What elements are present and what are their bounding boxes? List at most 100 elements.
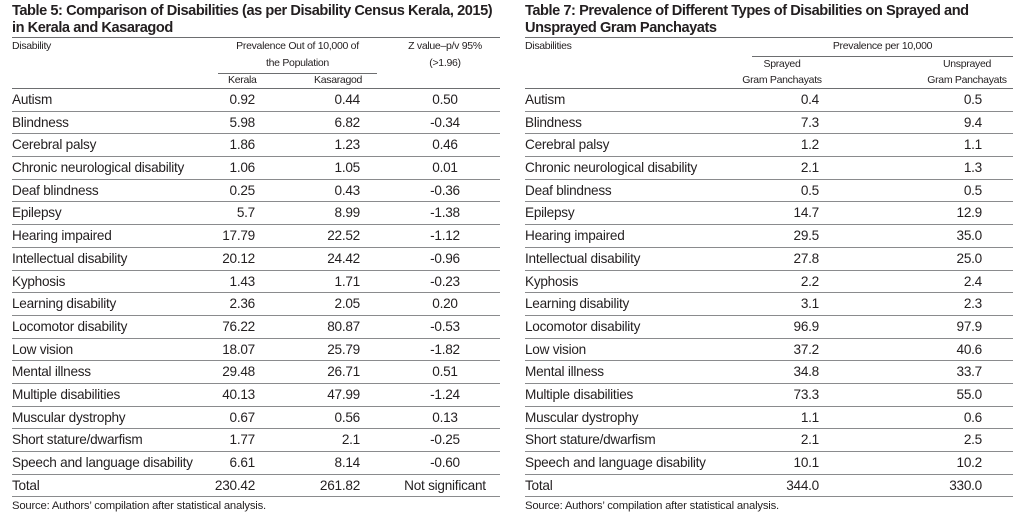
table-row: Intellectual disability 27.8 25.0 [525, 248, 1013, 271]
cell-disability: Kyphosis [12, 273, 66, 289]
cell-disability: Cerebral palsy [12, 137, 97, 153]
cell-disability: Intellectual disability [12, 250, 128, 266]
table-5-title-line-1: Table 5: Comparison of Disabilities (as … [12, 3, 493, 19]
cell-z-value: 0.46 [432, 137, 458, 153]
cell-unsprayed: 2.4 [963, 273, 982, 289]
cell-sprayed: 96.9 [793, 318, 820, 334]
cell-disability: Learning disability [525, 296, 630, 312]
cell-unsprayed: 0.5 [963, 92, 982, 107]
cell-disability: Deaf blindness [525, 182, 612, 198]
header-rule [12, 88, 500, 89]
cell-kasaragod: 6.82 [334, 114, 361, 130]
cell-kasaragod: 261.82 [319, 477, 360, 493]
cell-disability: Chronic neurological disability [525, 160, 698, 176]
table-row: Locomotor disability 96.9 97.9 [525, 316, 1013, 339]
table-7-title-line-2: Unsprayed Gram Panchayats [525, 20, 717, 36]
cell-sprayed: 3.1 [800, 296, 819, 312]
cell-kerala: 1.06 [229, 160, 256, 176]
table-row: Mental illness 29.48 26.71 0.51 [12, 361, 500, 384]
table-row: Chronic neurological disability 2.1 1.3 [525, 157, 1013, 180]
table-row: Muscular dystrophy 0.67 0.56 0.13 [12, 407, 500, 430]
cell-unsprayed: 9.4 [963, 114, 982, 130]
table-row: Total 230.42 261.82 Not significant [12, 475, 500, 498]
cell-sprayed: 0.4 [800, 92, 819, 107]
cell-kasaragod: 1.23 [334, 137, 361, 153]
table-7-title: Table 7: Prevalence of Different Types o… [525, 3, 969, 37]
cell-kasaragod: 22.52 [327, 228, 360, 244]
cell-sprayed: 2.2 [800, 273, 819, 289]
cell-unsprayed: 40.6 [956, 341, 983, 357]
header-sprayed-line-2: Gram Panchayats [742, 74, 822, 86]
table-row: Hearing impaired 17.79 22.52 -1.12 [12, 225, 500, 248]
cell-disability: Mental illness [12, 364, 91, 380]
table-row: Hearing impaired 29.5 35.0 [525, 225, 1013, 248]
cell-z-value: -0.25 [430, 432, 460, 448]
cell-kasaragod: 8.14 [334, 455, 361, 470]
cell-kasaragod: 80.87 [327, 318, 360, 334]
cell-kasaragod: 0.56 [334, 409, 361, 425]
cell-unsprayed: 33.7 [956, 364, 983, 380]
cell-kasaragod: 0.43 [334, 182, 361, 198]
header-unsprayed-line-2: Gram Panchayats [927, 74, 1007, 86]
cell-z-value: -1.82 [430, 341, 460, 357]
cell-z-value: -0.34 [430, 114, 460, 130]
cell-kerala: 1.77 [229, 432, 256, 448]
table-5-body: Autism 0.92 0.44 0.50 Blindness 5.98 6.82 -0.34… [12, 89, 500, 498]
cell-kasaragod: 1.71 [334, 273, 361, 289]
cell-disability: Low vision [525, 341, 586, 357]
cell-sprayed: 73.3 [793, 386, 820, 402]
table-7-body: Autism 0.4 0.5 Blindness 7.3 9.4 Cerebral pals… [525, 89, 1013, 498]
cell-kasaragod: 1.05 [334, 160, 361, 176]
header-rule [525, 88, 1013, 89]
cell-disability: Total [525, 477, 553, 493]
cell-kerala: 1.86 [229, 137, 256, 153]
cell-kasaragod: 2.1 [341, 432, 360, 448]
table-row: Short stature/dwarfism 1.77 2.1 -0.25 [12, 429, 500, 452]
prevalence-rule [752, 56, 1013, 57]
cell-kasaragod: 8.99 [334, 205, 361, 221]
table-row: Speech and language disability 10.1 10.2 [525, 452, 1013, 475]
table-row: Locomotor disability 76.22 80.87 -0.53 [12, 316, 500, 339]
cell-unsprayed: 1.1 [963, 137, 982, 153]
cell-disability: Locomotor disability [12, 318, 128, 334]
cell-disability: Low vision [12, 341, 73, 357]
cell-z-value: 0.13 [432, 409, 458, 425]
cell-kerala: 230.42 [214, 477, 255, 493]
table-row: Intellectual disability 20.12 24.42 -0.96 [12, 248, 500, 271]
table-row: Deaf blindness 0.25 0.43 -0.36 [12, 180, 500, 203]
cell-sprayed: 34.8 [793, 364, 820, 380]
cell-disability: Intellectual disability [525, 250, 641, 266]
cell-sprayed: 344.0 [786, 477, 819, 493]
table-row: Multiple disabilities 40.13 47.99 -1.24 [12, 384, 500, 407]
cell-z-value: -1.12 [430, 228, 460, 244]
table-row: Muscular dystrophy 1.1 0.6 [525, 407, 1013, 430]
cell-kerala: 20.12 [222, 250, 255, 266]
table-row: Multiple disabilities 73.3 55.0 [525, 384, 1013, 407]
table-row: Cerebral palsy 1.2 1.1 [525, 134, 1013, 158]
cell-disability: Short stature/dwarfism [12, 432, 143, 448]
cell-kerala: 29.48 [222, 364, 255, 380]
cell-kerala: 0.67 [229, 409, 256, 425]
cell-sprayed: 37.2 [793, 341, 820, 357]
cell-kasaragod: 25.79 [327, 341, 360, 357]
cell-unsprayed: 12.9 [956, 205, 983, 221]
cell-disability: Kyphosis [525, 273, 579, 289]
cell-sprayed: 0.5 [800, 182, 819, 198]
header-unsprayed-line-1: Unsprayed [942, 58, 992, 70]
cell-kerala: 1.43 [229, 273, 256, 289]
cell-z-value: 0.50 [432, 92, 458, 107]
cell-disability: Speech and language disability [12, 455, 193, 470]
table-row: Learning disability 2.36 2.05 0.20 [12, 293, 500, 316]
header-z-line-1: Z value–p/v 95% [408, 40, 482, 52]
cell-disability: Hearing impaired [12, 228, 112, 244]
header-sprayed-line-1: Sprayed [763, 58, 801, 70]
cell-kerala: 0.92 [229, 92, 256, 107]
table-row: Learning disability 3.1 2.3 [525, 293, 1013, 316]
cell-sprayed: 29.5 [793, 228, 820, 244]
cell-disability: Mental illness [525, 364, 604, 380]
cell-z-value: -0.36 [430, 182, 460, 198]
cell-disability: Muscular dystrophy [525, 409, 639, 425]
table-row: Speech and language disability 6.61 8.14 -0… [12, 452, 500, 475]
table-row: Kyphosis 2.2 2.4 [525, 271, 1013, 294]
cell-unsprayed: 1.3 [963, 160, 982, 176]
